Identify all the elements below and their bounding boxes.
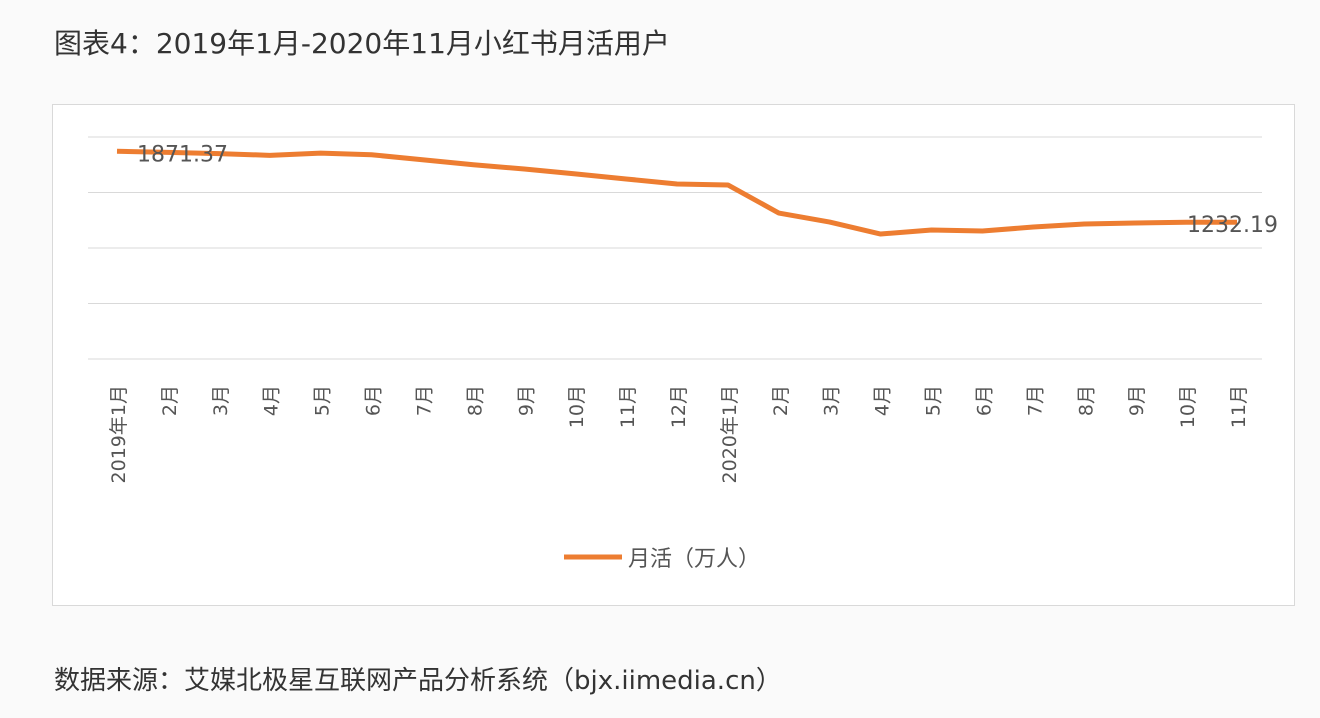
- x-tick-label: 4月: [872, 385, 894, 416]
- x-tick-label: 2月: [159, 385, 181, 416]
- data-label: 1232.19: [1187, 213, 1278, 238]
- x-tick-label: 11月: [1228, 385, 1250, 428]
- x-tick-label: 9月: [1126, 385, 1148, 416]
- x-tick-label: 6月: [973, 385, 995, 416]
- x-tick-label: 3月: [821, 385, 843, 416]
- x-tick-label: 7月: [1024, 385, 1046, 416]
- x-tick-label: 3月: [210, 385, 232, 416]
- x-tick-label: 4月: [261, 385, 283, 416]
- x-tick-label: 2019年1月: [108, 385, 130, 483]
- x-tick-label: 11月: [617, 385, 639, 428]
- x-tick-label: 5月: [923, 385, 945, 416]
- x-tick-label: 2月: [770, 385, 792, 416]
- x-tick-label: 6月: [363, 385, 385, 416]
- page-title: 图表4：2019年1月-2020年11月小红书月活用户: [54, 27, 670, 60]
- legend-label: 月活（万人）: [628, 547, 760, 572]
- x-tick-label: 8月: [1075, 385, 1097, 416]
- x-tick-label: 10月: [566, 385, 588, 428]
- source-note: 数据来源：艾媒北极星互联网产品分析系统（bjx.iimedia.cn）: [54, 666, 782, 696]
- chart-frame: [52, 104, 1295, 606]
- x-tick-label: 12月: [668, 385, 690, 428]
- data-label: 1871.37: [137, 142, 228, 167]
- x-tick-label: 5月: [312, 385, 334, 416]
- x-tick-label: 7月: [413, 385, 435, 416]
- x-tick-label: 10月: [1177, 385, 1199, 428]
- x-tick-label: 8月: [464, 385, 486, 416]
- x-tick-label: 9月: [515, 385, 537, 416]
- x-tick-label: 2020年1月: [719, 385, 741, 483]
